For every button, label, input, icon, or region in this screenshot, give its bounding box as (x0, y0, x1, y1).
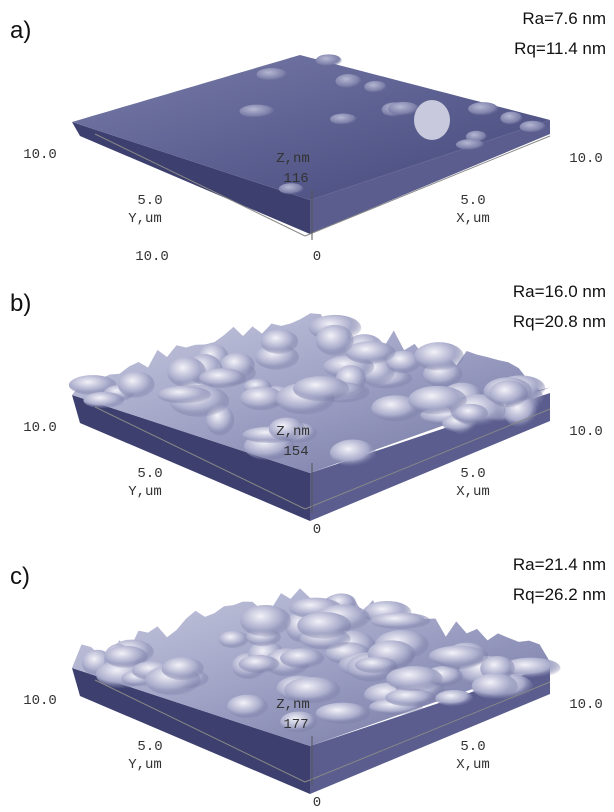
surface-bump (500, 112, 522, 125)
y-axis-tick: 10.0 (23, 147, 57, 163)
figure: a) Ra=7.6 nm Rq=11.4 nm 10.0 5.0 Y,um 10.0 Z,nm… (0, 0, 614, 812)
y-axis-tick: 10.0 (23, 420, 57, 436)
surface-bump (364, 81, 386, 93)
z-axis-title: Z,nm (276, 697, 310, 713)
surface-bump (456, 139, 484, 150)
surface-bump (429, 646, 488, 667)
surface-bump (157, 386, 211, 404)
surface-bump (239, 655, 280, 673)
z-axis-tick: 177 (283, 717, 308, 733)
surface-bump (316, 54, 342, 66)
z-axis-tick: 0 (313, 795, 321, 811)
surface-bump (414, 342, 464, 370)
panel: c) Ra=21.4 nm Rq=26.2 nm 10.0 5.0 Y,um Z,nm 177… (10, 555, 606, 811)
surface-bump (370, 613, 430, 630)
y-axis-title: Y,um (128, 757, 162, 773)
z-axis-title: Z,nm (276, 151, 310, 167)
ra-value: Ra=7.6 nm (522, 9, 606, 28)
surface-bump (256, 68, 287, 81)
surface-bump (240, 605, 291, 637)
surface-bump (316, 703, 370, 724)
rq-value: Rq=26.2 nm (513, 585, 606, 604)
surface-bump (330, 114, 357, 125)
surface-bump (297, 612, 351, 639)
z-axis-tick: 154 (283, 444, 308, 460)
rq-value: Rq=20.8 nm (513, 312, 606, 331)
panel-label: b) (10, 290, 31, 317)
y-axis-tick: 5.0 (137, 466, 162, 482)
x-axis-tick: 5.0 (460, 193, 485, 209)
surface-bump (293, 376, 349, 401)
surface-bump (435, 690, 473, 706)
surface-bump (468, 102, 498, 115)
ra-value: Ra=16.0 nm (513, 282, 606, 301)
x-axis-tick: 10.0 (569, 151, 603, 167)
surface-bump (414, 100, 450, 140)
x-axis-title: X,um (456, 211, 490, 227)
z-axis-tick: 116 (283, 171, 308, 187)
surface-bump (218, 631, 248, 648)
surface-bump (388, 102, 419, 116)
surface-bump (455, 404, 489, 423)
surface-bump (472, 673, 518, 699)
surface-bump (355, 657, 397, 673)
surface-bump (261, 329, 299, 354)
z-axis-title: Z,nm (276, 424, 310, 440)
ra-value: Ra=21.4 nm (513, 555, 606, 574)
surface-bump (489, 380, 528, 407)
y-axis-tick: 10.0 (135, 249, 169, 265)
panel-label: a) (10, 17, 31, 44)
x-axis-title: X,um (456, 484, 490, 500)
x-axis-tick: 10.0 (569, 697, 603, 713)
surface-bump (335, 74, 361, 88)
surface-bump (167, 357, 206, 387)
rq-value: Rq=11.4 nm (514, 39, 606, 58)
x-axis-tick: 5.0 (460, 739, 485, 755)
x-axis-tick: 10.0 (569, 424, 603, 440)
y-axis-tick: 5.0 (137, 739, 162, 755)
surface-bump (118, 371, 155, 397)
y-axis-title: Y,um (128, 211, 162, 227)
surface-bump (520, 121, 546, 133)
surface-bump (386, 666, 443, 691)
z-axis-tick: 0 (313, 522, 321, 538)
surface-bump (227, 695, 268, 718)
surface-bump (83, 392, 124, 408)
surface-bump (346, 341, 396, 364)
x-axis-tick: 5.0 (460, 466, 485, 482)
panel: b) Ra=16.0 nm Rq=20.8 nm 10.0 5.0 Y,um Z,nm 154… (10, 282, 606, 538)
surface-bump (162, 657, 204, 680)
surface (72, 55, 550, 200)
surface-bump (240, 105, 275, 118)
panel: a) Ra=7.6 nm Rq=11.4 nm 10.0 5.0 Y,um 10.0 Z,nm… (10, 9, 606, 265)
z-axis-tick: 0 (313, 249, 321, 265)
surface-bump (280, 648, 324, 668)
y-axis-tick: 5.0 (137, 193, 162, 209)
y-axis-title: Y,um (128, 484, 162, 500)
surface-bump (385, 689, 435, 707)
surface-bump (330, 440, 376, 467)
x-axis-title: X,um (456, 757, 490, 773)
surface-bump (199, 368, 246, 388)
surface-bump (316, 325, 354, 356)
y-axis-tick: 10.0 (23, 693, 57, 709)
panel-label: c) (10, 563, 30, 590)
